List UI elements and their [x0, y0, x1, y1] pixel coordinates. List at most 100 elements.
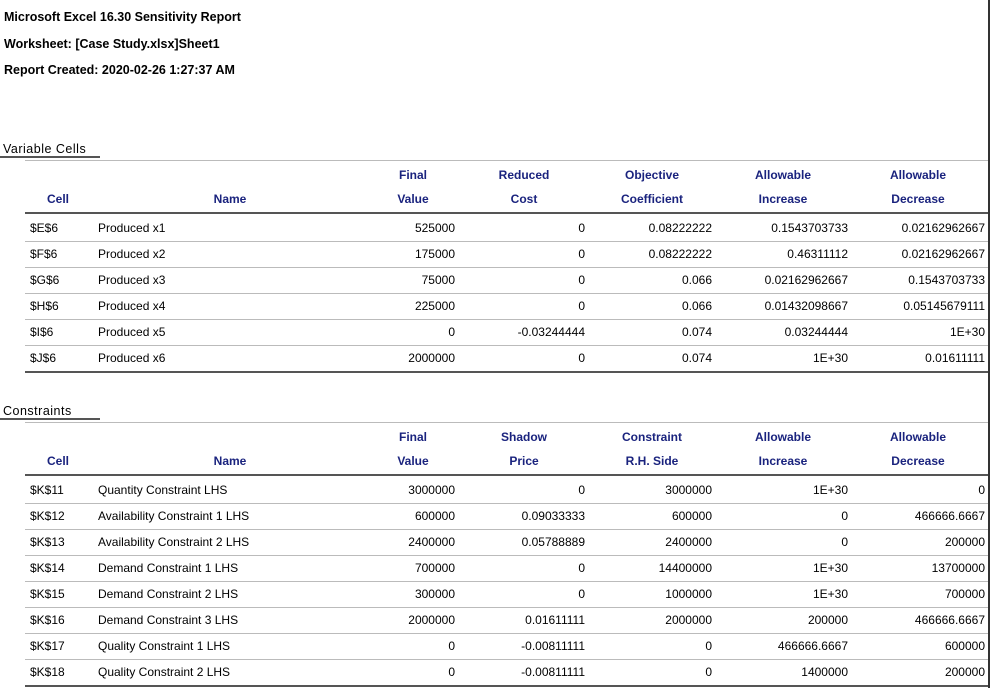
cell-ref: $K$18: [30, 665, 65, 679]
cell-name: Produced x3: [98, 273, 166, 287]
rule: [25, 659, 988, 660]
cell-value: 0.066: [681, 273, 712, 287]
cell-ref: $F$6: [30, 247, 58, 261]
column-header: Final: [398, 168, 428, 182]
cell-name: Produced x1: [98, 221, 166, 235]
column-header: Increase: [758, 454, 808, 468]
rule: [25, 241, 988, 242]
cell-value: 0: [578, 273, 585, 287]
cell-value: 0.09033333: [521, 509, 585, 523]
cell-value: 1E+30: [812, 483, 848, 497]
cell-value: 0.074: [681, 325, 712, 339]
column-header: Name: [213, 454, 247, 468]
cell-value: 0.05145679111: [903, 299, 985, 313]
cell-value: 466666.6667: [914, 613, 985, 627]
cell-value: -0.00811111: [521, 639, 585, 653]
rule: [0, 156, 100, 158]
cell-value: 3000000: [408, 483, 455, 497]
cell-value: 0: [578, 299, 585, 313]
rule: [25, 607, 988, 608]
cell-value: 1E+30: [949, 325, 985, 339]
cell-value: 0.074: [681, 351, 712, 365]
cell-value: -0.03244444: [517, 325, 585, 339]
cell-name: Quality Constraint 1 LHS: [98, 639, 231, 653]
cell-value: 0: [841, 535, 848, 549]
column-header: Value: [397, 192, 429, 206]
rule: [25, 581, 988, 582]
cell-ref: $K$16: [30, 613, 65, 627]
cell-value: 0.066: [681, 299, 712, 313]
rule: [25, 474, 988, 476]
column-header: Cell: [46, 454, 70, 468]
cell-value: 0.08222222: [648, 221, 712, 235]
column-header: Cell: [46, 192, 70, 206]
cell-value: 2400000: [665, 535, 712, 549]
cell-value: 700000: [414, 561, 455, 575]
rule: [25, 345, 988, 346]
cell-value: 200000: [944, 535, 985, 549]
cell-name: Produced x2: [98, 247, 166, 261]
cell-value: 75000: [421, 273, 455, 287]
cell-value: 1E+30: [812, 587, 848, 601]
cell-ref: $J$6: [30, 351, 57, 365]
rule: [25, 685, 988, 687]
cell-value: 0.02162962667: [764, 273, 848, 287]
column-header: Objective: [624, 168, 680, 182]
column-header: Decrease: [891, 192, 945, 206]
cell-name: Demand Constraint 2 LHS: [98, 587, 239, 601]
cell-value: 0: [578, 221, 585, 235]
rule: [0, 418, 100, 420]
cell-value: 0: [841, 509, 848, 523]
cell-ref: $K$12: [30, 509, 65, 523]
cell-value: 300000: [414, 587, 455, 601]
cell-value: 466666.6667: [777, 639, 848, 653]
cell-value: 600000: [671, 509, 712, 523]
rule: [25, 267, 988, 268]
cell-value: 0: [448, 639, 455, 653]
cell-name: Produced x4: [98, 299, 166, 313]
column-header: Constraint: [622, 430, 682, 444]
rule: [25, 319, 988, 320]
cell-value: 0: [448, 665, 455, 679]
rule: [25, 371, 988, 373]
report-header-line: Worksheet: [Case Study.xlsx]Sheet1: [4, 36, 220, 51]
cell-value: 1E+30: [812, 351, 848, 365]
cell-value: 600000: [414, 509, 455, 523]
column-header: Increase: [758, 192, 808, 206]
cell-value: 0.02162962667: [901, 221, 985, 235]
cell-value: 0: [578, 561, 585, 575]
cell-name: Produced x6: [98, 351, 166, 365]
cell-value: 13700000: [931, 561, 985, 575]
cell-ref: $K$14: [30, 561, 65, 575]
cell-value: 0: [705, 639, 712, 653]
rule: [25, 555, 988, 556]
column-header: Allowable: [889, 168, 947, 182]
cell-value: 2000000: [408, 613, 455, 627]
cell-name: Demand Constraint 3 LHS: [98, 613, 239, 627]
column-header: Allowable: [754, 430, 812, 444]
cell-name: Availability Constraint 1 LHS: [98, 509, 250, 523]
cell-ref: $E$6: [30, 221, 59, 235]
cell-value: 175000: [414, 247, 455, 261]
cell-value: 0.1543703733: [771, 221, 848, 235]
cell-value: 0: [978, 483, 985, 497]
cell-ref: $K$17: [30, 639, 65, 653]
cell-ref: $G$6: [30, 273, 60, 287]
cell-ref: $K$11: [30, 483, 64, 497]
column-header: Reduced: [498, 168, 550, 182]
cell-name: Quantity Constraint LHS: [98, 483, 228, 497]
report-header-line: Report Created: 2020-02-26 1:27:37 AM: [4, 63, 235, 77]
rule: [25, 212, 988, 214]
column-header: Shadow: [500, 430, 548, 444]
cell-value: 525000: [414, 221, 455, 235]
cell-value: 1000000: [665, 587, 712, 601]
cell-value: 0.01432098667: [764, 299, 848, 313]
cell-value: 0.1543703733: [908, 273, 985, 287]
cell-value: 466666.6667: [914, 509, 985, 523]
cell-value: 0: [578, 247, 585, 261]
column-header: Final: [398, 430, 428, 444]
cell-value: 0: [578, 483, 585, 497]
rule: [25, 160, 988, 161]
cell-value: 0.08222222: [648, 247, 712, 261]
